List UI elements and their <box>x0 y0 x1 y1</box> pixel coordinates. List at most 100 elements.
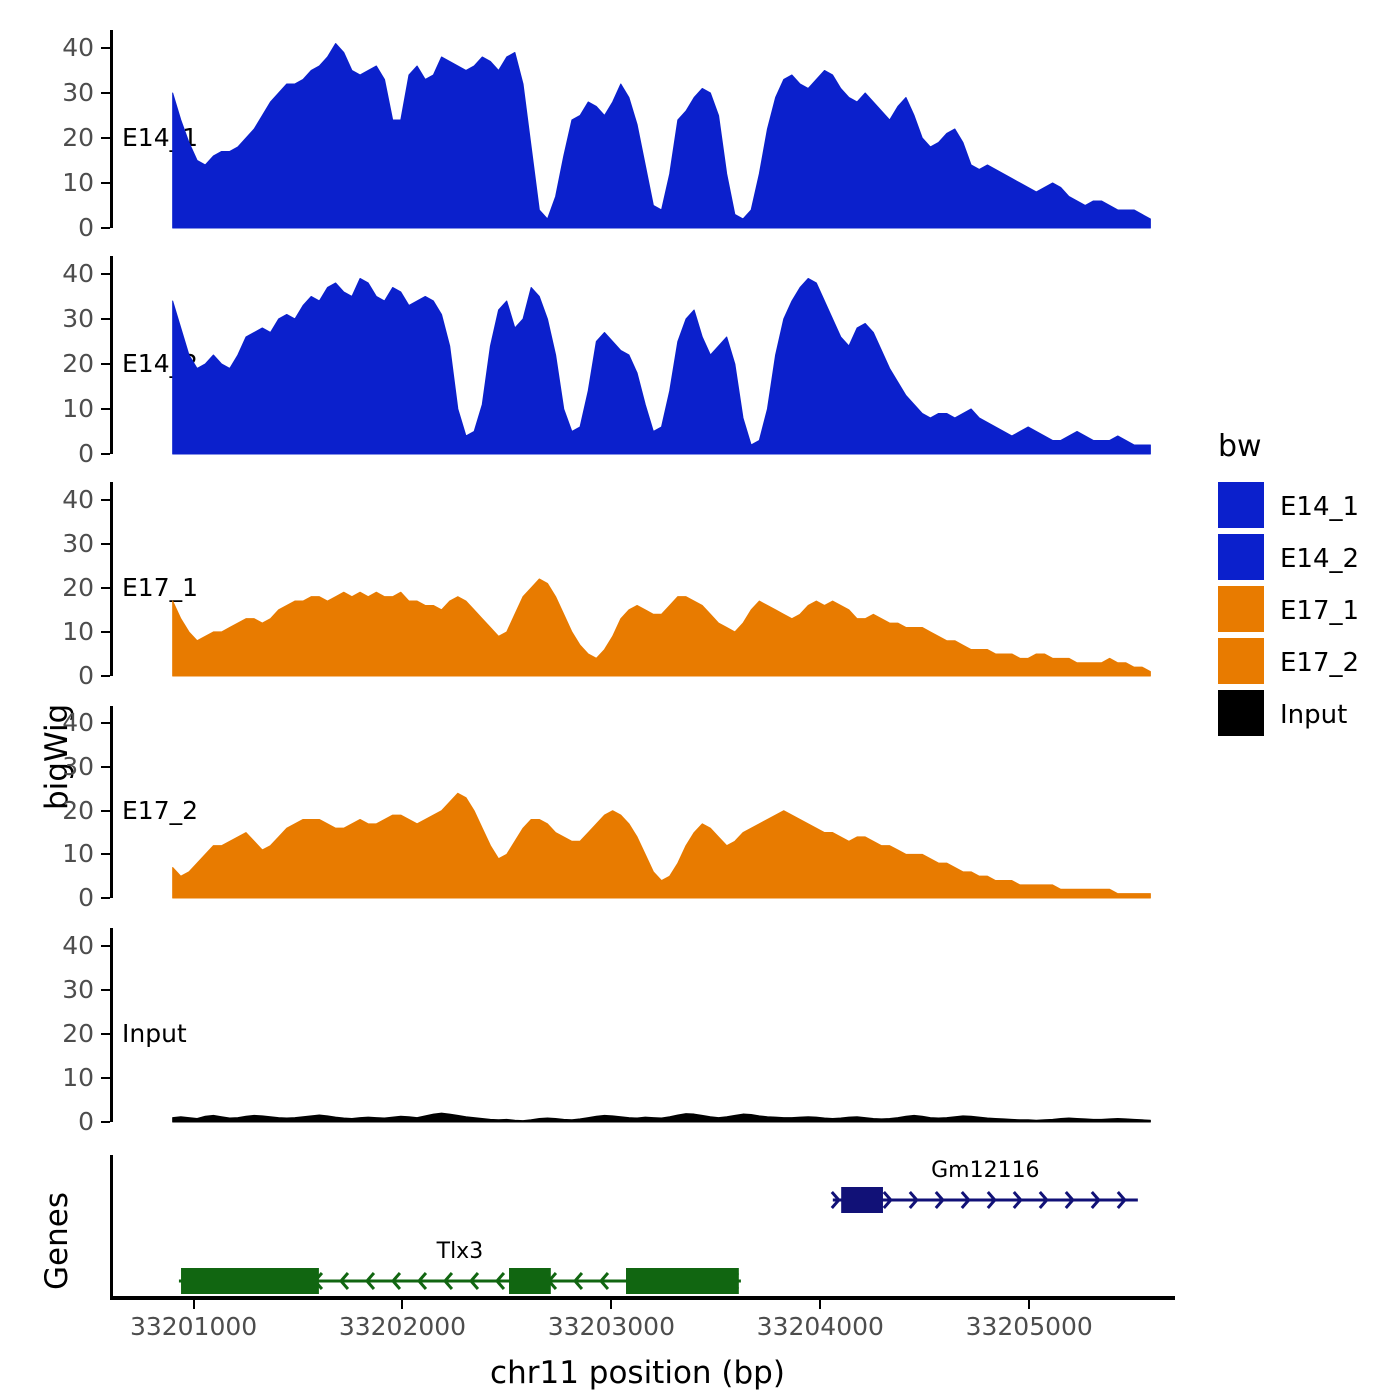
x-axis-line <box>110 1296 1175 1300</box>
y-axis-line-E17_2 <box>110 706 113 898</box>
gene-label-Tlx3: Tlx3 <box>436 1239 484 1264</box>
strand-arrow-icon <box>598 1272 610 1290</box>
y-tick-label-E17_1-0: 0 <box>78 661 94 690</box>
y-tick-E17_1-10 <box>101 630 110 633</box>
y-tick-label-E14_1-40: 40 <box>62 33 94 62</box>
genes-track <box>178 1187 1138 1294</box>
strand-arrow-icon <box>986 1191 997 1209</box>
y-tick-label-E17_1-30: 30 <box>62 528 94 558</box>
y-tick-label-E14_1-20: 20 <box>62 123 94 152</box>
strand-arrow-icon <box>830 1191 841 1209</box>
x-axis-title: chr11 position (bp) <box>490 1355 785 1391</box>
gene-exon-Tlx3 <box>626 1268 739 1294</box>
strand-arrow-icon <box>1012 1191 1023 1209</box>
y-tick-label-E17_2-20: 20 <box>62 795 94 825</box>
legend-title: bw <box>1218 429 1262 464</box>
legend-swatch-E14_1 <box>1218 482 1264 528</box>
y-tick-E14_1-0 <box>101 227 110 229</box>
x-tick-33203000 <box>610 1300 613 1309</box>
bigwig-track-E14_1 <box>172 43 1151 229</box>
legend-label-E14_2: E14_2 <box>1280 544 1360 574</box>
y-tick-E17_2-40 <box>101 722 110 725</box>
bigwig-track-E14_2 <box>172 278 1151 455</box>
y-tick-E14_2-0 <box>101 453 110 455</box>
y-tick-Input-20 <box>101 1032 110 1035</box>
y-tick-label-E17_2-40: 40 <box>62 708 94 738</box>
y-tick-E17_2-0 <box>101 897 110 899</box>
x-tick-33205000 <box>1028 1300 1031 1309</box>
y-axis-line-E14_1 <box>110 30 113 228</box>
legend-swatch-Input <box>1218 690 1264 736</box>
x-tick-label-33202000: 33202000 <box>338 1312 467 1341</box>
y-tick-label-E14_2-30: 30 <box>62 304 94 333</box>
y-tick-label-E17_2-30: 30 <box>62 752 94 782</box>
y-tick-label-E14_2-0: 0 <box>78 439 94 468</box>
y-tick-Input-10 <box>101 1076 110 1079</box>
y-tick-E17_1-0 <box>101 675 110 677</box>
y-tick-E17_2-30 <box>101 766 110 769</box>
bigwig-track-E17_2 <box>172 792 1151 899</box>
strand-arrow-icon <box>364 1272 376 1290</box>
y-tick-label-Input-30: 30 <box>62 974 94 1004</box>
legend-swatch-E17_1 <box>1218 586 1264 632</box>
gene-exon-Tlx3 <box>181 1268 319 1294</box>
y-tick-E14_2-30 <box>101 318 110 320</box>
y-tick-label-E14_2-10: 10 <box>62 394 94 423</box>
y-tick-label-E14_1-0: 0 <box>78 213 94 242</box>
strand-arrow-icon <box>960 1191 971 1209</box>
gene-label-Gm12116: Gm12116 <box>931 1158 1040 1183</box>
y-tick-label-E17_1-10: 10 <box>62 616 94 646</box>
x-tick-label-33205000: 33205000 <box>965 1312 1093 1341</box>
strand-arrow-icon <box>442 1272 454 1290</box>
y-tick-E14_2-40 <box>101 273 110 275</box>
y-tick-E17_2-20 <box>101 809 110 812</box>
genes-axis-line <box>110 1155 113 1296</box>
y-tick-Input-40 <box>101 944 110 947</box>
y-tick-label-Input-20: 20 <box>62 1018 94 1048</box>
track-label-E17_1: E17_1 <box>122 572 199 602</box>
strand-arrow-icon <box>416 1272 428 1290</box>
x-tick-label-33203000: 33203000 <box>547 1312 675 1341</box>
strand-arrow-icon <box>572 1272 584 1290</box>
x-tick-33201000 <box>192 1300 195 1309</box>
y-tick-E17_1-40 <box>101 498 110 501</box>
gene-exon-Tlx3 <box>509 1268 551 1294</box>
y-tick-label-E17_2-0: 0 <box>78 883 94 912</box>
y-tick-label-E14_2-20: 20 <box>62 349 94 378</box>
y-tick-label-E14_1-10: 10 <box>62 168 94 197</box>
legend-label-E17_2: E17_2 <box>1280 648 1360 678</box>
y-tick-label-E14_2-40: 40 <box>62 259 94 288</box>
y-axis-title-genes: Genes <box>39 1192 75 1290</box>
y-tick-label-Input-0: 0 <box>78 1107 94 1136</box>
legend-swatch-E14_2 <box>1218 534 1264 580</box>
legend-label-E17_1: E17_1 <box>1280 596 1360 626</box>
y-tick-label-E17_2-10: 10 <box>62 839 94 869</box>
y-tick-label-Input-40: 40 <box>62 930 94 960</box>
legend-label-Input: Input <box>1280 700 1348 730</box>
y-tick-E14_2-10 <box>101 408 110 410</box>
strand-arrow-icon <box>390 1272 402 1290</box>
track-label-Input: Input <box>122 1018 187 1048</box>
y-tick-E14_1-30 <box>101 92 110 94</box>
strand-arrow-icon <box>494 1272 506 1290</box>
strand-arrow-icon <box>1116 1191 1127 1209</box>
strand-arrow-icon <box>1038 1191 1049 1209</box>
y-axis-line-E17_1 <box>110 482 113 676</box>
y-tick-E17_1-30 <box>101 542 110 545</box>
y-tick-label-E17_1-20: 20 <box>62 572 94 602</box>
x-tick-33202000 <box>401 1300 404 1309</box>
y-tick-Input-30 <box>101 988 110 991</box>
x-tick-33204000 <box>819 1300 822 1309</box>
y-axis-line-Input <box>110 928 113 1122</box>
y-tick-E14_1-20 <box>101 137 110 139</box>
strand-arrow-icon <box>1064 1191 1075 1209</box>
y-tick-E14_2-20 <box>101 363 110 365</box>
strand-arrow-icon <box>882 1191 893 1209</box>
gene-exon-Gm12116 <box>841 1187 883 1213</box>
y-tick-label-E14_1-30: 30 <box>62 78 94 107</box>
strand-arrow-icon <box>908 1191 919 1209</box>
strand-arrow-icon <box>934 1191 945 1209</box>
y-tick-label-E17_1-40: 40 <box>62 484 94 514</box>
x-tick-label-33201000: 33201000 <box>129 1312 258 1341</box>
